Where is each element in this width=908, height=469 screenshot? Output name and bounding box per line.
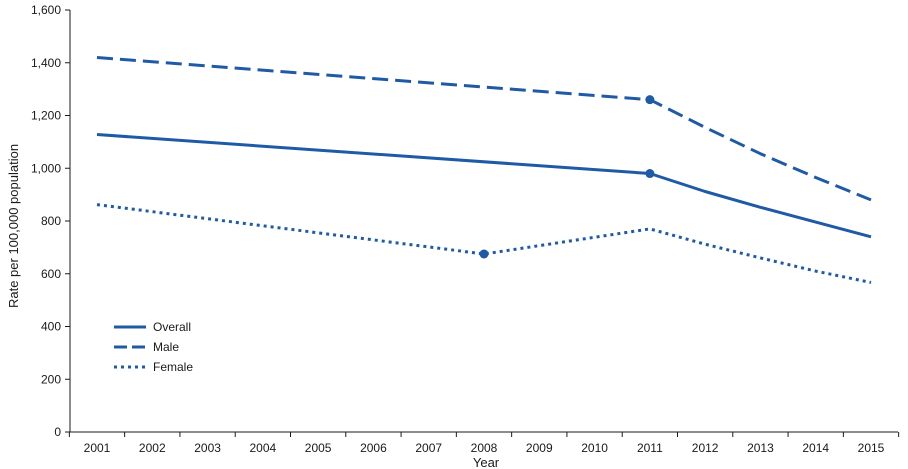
legend-label-overall: Overall [153,320,191,334]
series-line-overall [96,133,872,239]
y-tick-label: 1,200 [31,109,61,123]
y-tick-label: 200 [41,372,61,386]
y-tick-label: 400 [41,320,61,334]
x-tick-label: 2012 [692,441,719,455]
y-tick-label: 1,600 [31,3,61,17]
x-tick-label: 2004 [250,441,277,455]
x-tick-label: 2011 [637,441,663,455]
x-tick-label: 2009 [526,441,553,455]
x-tick-label: 2008 [471,441,498,455]
x-tick-label: 2003 [194,441,221,455]
x-tick-label: 2010 [581,441,608,455]
y-tick-label: 1,000 [31,161,61,175]
x-tick-label: 2007 [415,441,442,455]
y-tick-label: 0 [54,425,61,439]
x-tick-label: 2014 [802,441,829,455]
data-point-overall [645,169,655,179]
y-tick-label: 800 [41,214,61,228]
series-markers [479,95,655,259]
series-lines [96,56,872,284]
series-line-male [96,56,872,202]
legend-label-female: Female [153,360,193,374]
y-tick-label: 600 [41,267,61,281]
x-tick-label: 2013 [747,441,774,455]
y-tick-label: 1,400 [31,56,61,70]
x-tick-label: 2001 [84,441,111,455]
y-axis: 0 200 400 600 800 1,000 1,200 1,400 1,600 [31,3,71,439]
series-line-female [96,203,872,284]
data-point-female [479,249,489,259]
data-point-male [645,95,655,105]
legend-label-male: Male [153,340,179,354]
x-tick-label: 2006 [360,441,387,455]
x-tick-label: 2005 [305,441,332,455]
x-axis: 2001 2002 2003 2004 2005 2006 2007 2008 2009 2010… [68,431,900,455]
legend: Overall Male Female [114,320,193,374]
x-tick-label: 2002 [139,441,166,455]
x-axis-title: Year [473,455,500,469]
y-axis-title: Rate per 100,000 population [6,144,21,308]
x-tick-label: 2015 [858,441,885,455]
